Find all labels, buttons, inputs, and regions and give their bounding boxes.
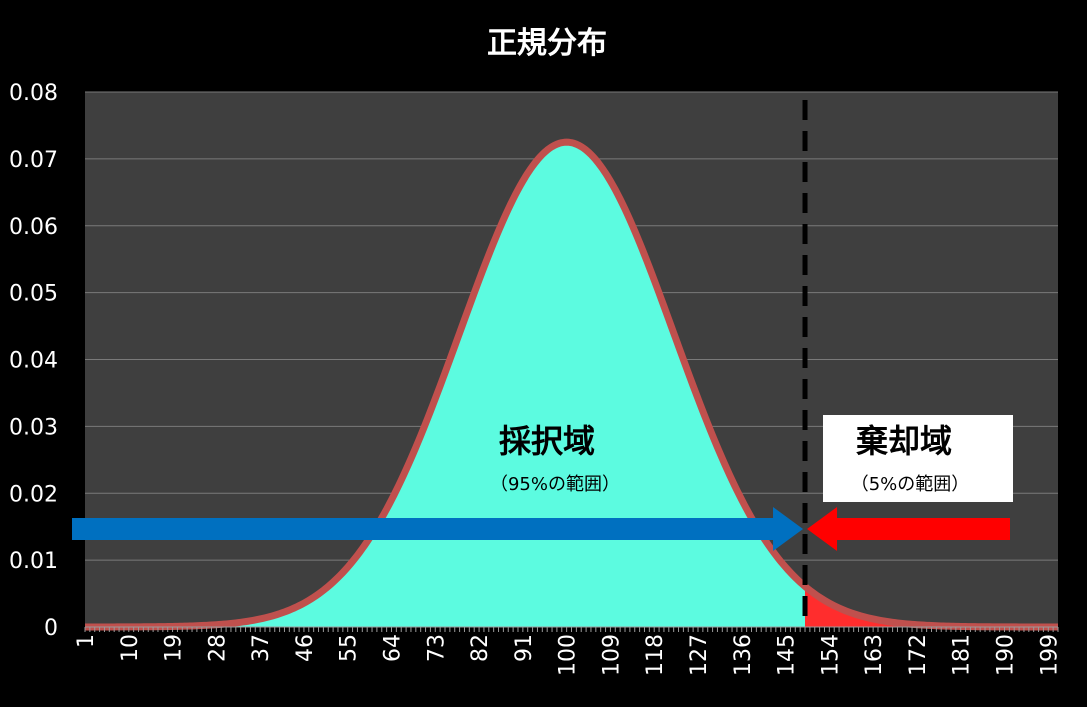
y-tick-label: 0.08 <box>9 81 58 106</box>
acceptance-arrow-shaft <box>72 518 776 540</box>
acceptance-arrow-head <box>773 507 804 551</box>
rejection-region-range: （5%の範囲） <box>851 474 970 495</box>
y-tick-label: 0.01 <box>9 549 58 574</box>
x-tick-label: 118 <box>643 634 668 676</box>
x-tick-label: 28 <box>205 634 230 662</box>
x-tick-label: 181 <box>950 634 975 676</box>
normal-curve <box>83 138 1060 631</box>
x-tick-label: 46 <box>293 634 318 662</box>
rejection-label-box <box>823 415 1013 502</box>
rejection-region-fill <box>805 586 961 627</box>
x-tick-label: 127 <box>687 634 712 676</box>
y-tick-label: 0.07 <box>9 148 58 173</box>
y-axis-tick-labels: 0 0.01 0.02 0.03 0.04 0.05 0.06 0.07 0.08 <box>9 81 58 641</box>
y-tick-label: 0 <box>44 616 58 641</box>
x-tick-label: 136 <box>731 634 756 676</box>
x-tick-label: 91 <box>512 634 537 662</box>
acceptance-region-label: 採択域 <box>499 422 595 460</box>
chart-title: 正規分布 <box>487 26 607 61</box>
x-tick-label: 163 <box>862 634 887 676</box>
x-tick-label: 1 <box>74 634 99 648</box>
rejection-arrow-shaft <box>835 518 1010 540</box>
x-axis-tick-labels: 1 10 19 28 37 46 55 64 73 82 91 100 109 118 127 136 145 1… <box>74 634 1062 676</box>
region-arrows <box>72 507 1010 551</box>
rejection-arrow-head <box>807 507 838 551</box>
y-tick-label: 0.02 <box>9 482 58 507</box>
x-tick-label: 109 <box>599 634 624 676</box>
acceptance-region-range: （95%の範囲） <box>490 474 620 495</box>
x-tick-label: 82 <box>468 634 493 662</box>
rejection-region-label: 棄却域 <box>856 422 952 460</box>
y-tick-label: 0.06 <box>9 215 58 240</box>
x-tick-label: 172 <box>906 634 931 676</box>
x-tick-label: 10 <box>118 634 143 662</box>
x-tick-label: 55 <box>337 634 362 662</box>
x-tick-label: 199 <box>1037 634 1062 676</box>
x-tick-label: 190 <box>993 634 1018 676</box>
x-axis-tick-marks <box>84 626 1059 632</box>
x-tick-label: 73 <box>424 634 449 662</box>
y-tick-label: 0.03 <box>9 415 58 440</box>
x-tick-label: 100 <box>556 634 581 676</box>
x-tick-label: 64 <box>380 634 405 662</box>
y-tick-label: 0.04 <box>9 349 58 374</box>
x-tick-label: 145 <box>775 634 800 676</box>
x-tick-label: 154 <box>818 634 843 676</box>
y-tick-label: 0.05 <box>9 282 58 307</box>
x-tick-label: 37 <box>249 634 274 662</box>
x-tick-label: 19 <box>162 634 187 662</box>
